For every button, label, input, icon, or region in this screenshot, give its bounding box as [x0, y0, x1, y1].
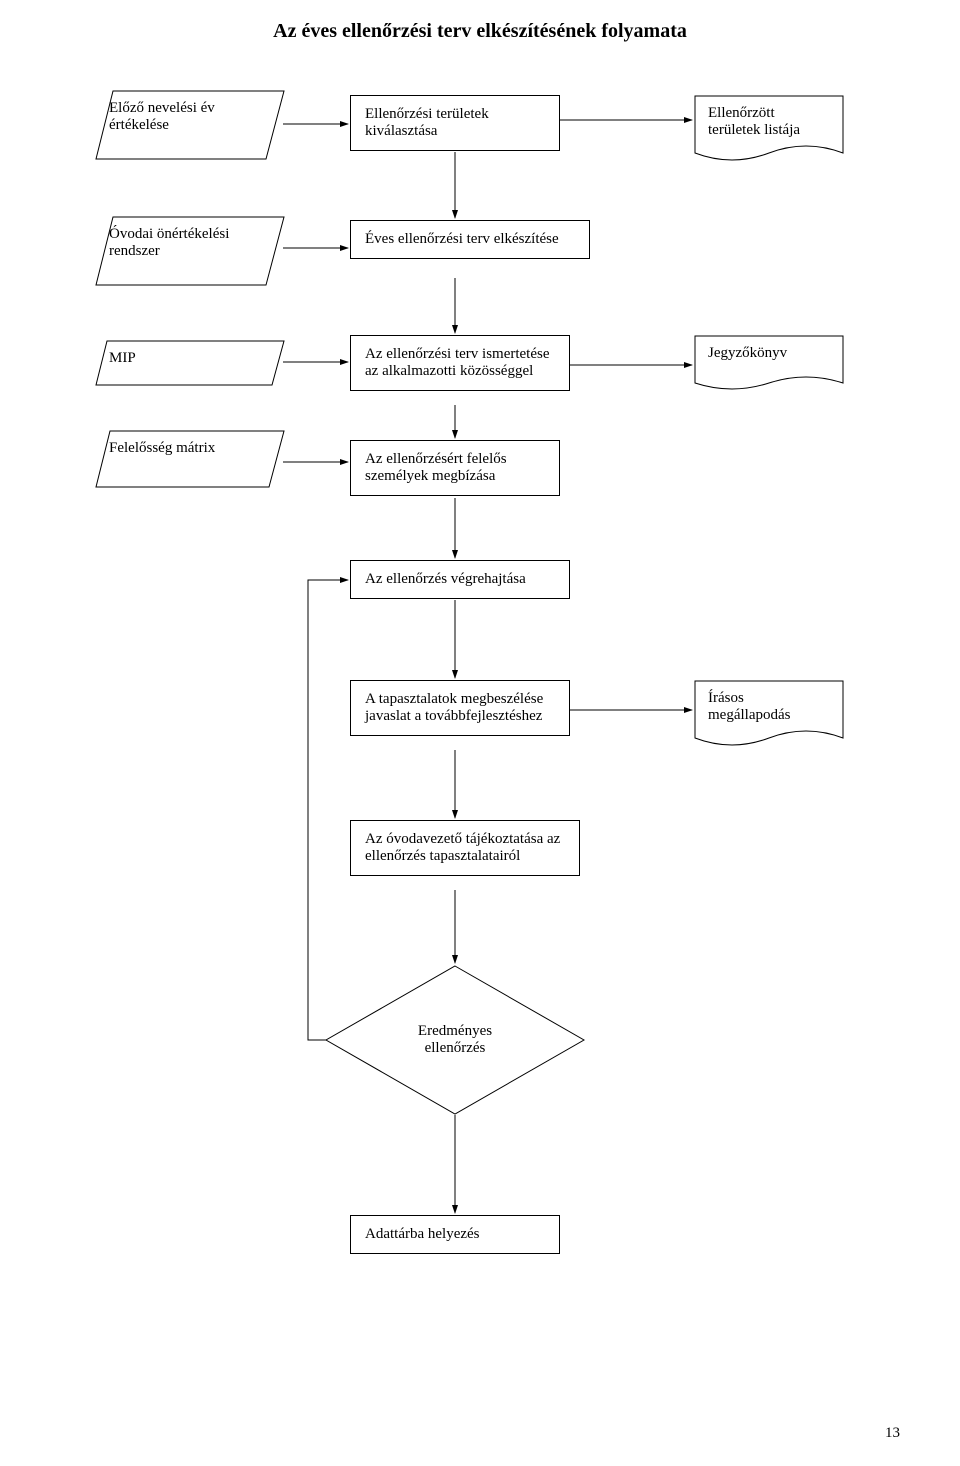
- label-listaja: Ellenőrzött területek listája: [708, 105, 830, 139]
- label-eves: Éves ellenőrzési terv elkészítése: [365, 231, 575, 248]
- label-felelos: Az ellenőrzésért felelős személyek megbí…: [365, 451, 545, 485]
- label-felelosseg: Felelősség mátrix: [109, 440, 259, 457]
- label-teruletek: Ellenőrzési területek kiválasztása: [365, 106, 545, 140]
- label-irasos: Írásos megállapodás: [708, 690, 830, 724]
- node-vegrehajtas: Az ellenőrzés végrehajtása: [350, 560, 570, 599]
- node-eves: Éves ellenőrzési terv elkészítése: [350, 220, 590, 259]
- label-jegyzo: Jegyzőkönyv: [708, 345, 830, 362]
- label-tajekoz: Az óvodavezető tájékoztatása az ellenőrz…: [365, 831, 565, 865]
- label-mip: MIP: [109, 350, 271, 367]
- page-title: Az éves ellenőrzési terv elkészítésének …: [0, 20, 960, 43]
- node-ovodai: Óvodai önértékelési rendszer: [95, 216, 285, 286]
- label-adattar: Adattárba helyezés: [365, 1226, 545, 1243]
- node-elozo: Előző nevelési év értékelése: [95, 90, 285, 160]
- node-ismertetes: Az ellenőrzési terv ismertetése az alkal…: [350, 335, 570, 391]
- label-ismertetes: Az ellenőrzési terv ismertetése az alkal…: [365, 346, 555, 380]
- label-eredmenyes: Eredményes ellenőrzés: [390, 1023, 520, 1057]
- node-adattar: Adattárba helyezés: [350, 1215, 560, 1254]
- node-jegyzo: Jegyzőkönyv: [694, 335, 844, 395]
- node-tapasztalat: A tapasztalatok megbeszélése javaslat a …: [350, 680, 570, 736]
- label-elozo: Előző nevelési év értékelése: [109, 100, 259, 134]
- node-felelos: Az ellenőrzésért felelős személyek megbí…: [350, 440, 560, 496]
- label-ovodai: Óvodai önértékelési rendszer: [109, 226, 259, 260]
- node-teruletek: Ellenőrzési területek kiválasztása: [350, 95, 560, 151]
- node-eredmenyes: Eredményes ellenőrzés: [325, 965, 585, 1115]
- page-number: 13: [885, 1425, 900, 1442]
- node-felelosseg: Felelősség mátrix: [95, 430, 285, 488]
- node-tajekoz: Az óvodavezető tájékoztatása az ellenőrz…: [350, 820, 580, 876]
- node-listaja: Ellenőrzött területek listája: [694, 95, 844, 165]
- label-vegrehajtas: Az ellenőrzés végrehajtása: [365, 571, 555, 588]
- node-irasos: Írásos megállapodás: [694, 680, 844, 750]
- node-mip: MIP: [95, 340, 285, 386]
- label-tapasztalat: A tapasztalatok megbeszélése javaslat a …: [365, 691, 555, 725]
